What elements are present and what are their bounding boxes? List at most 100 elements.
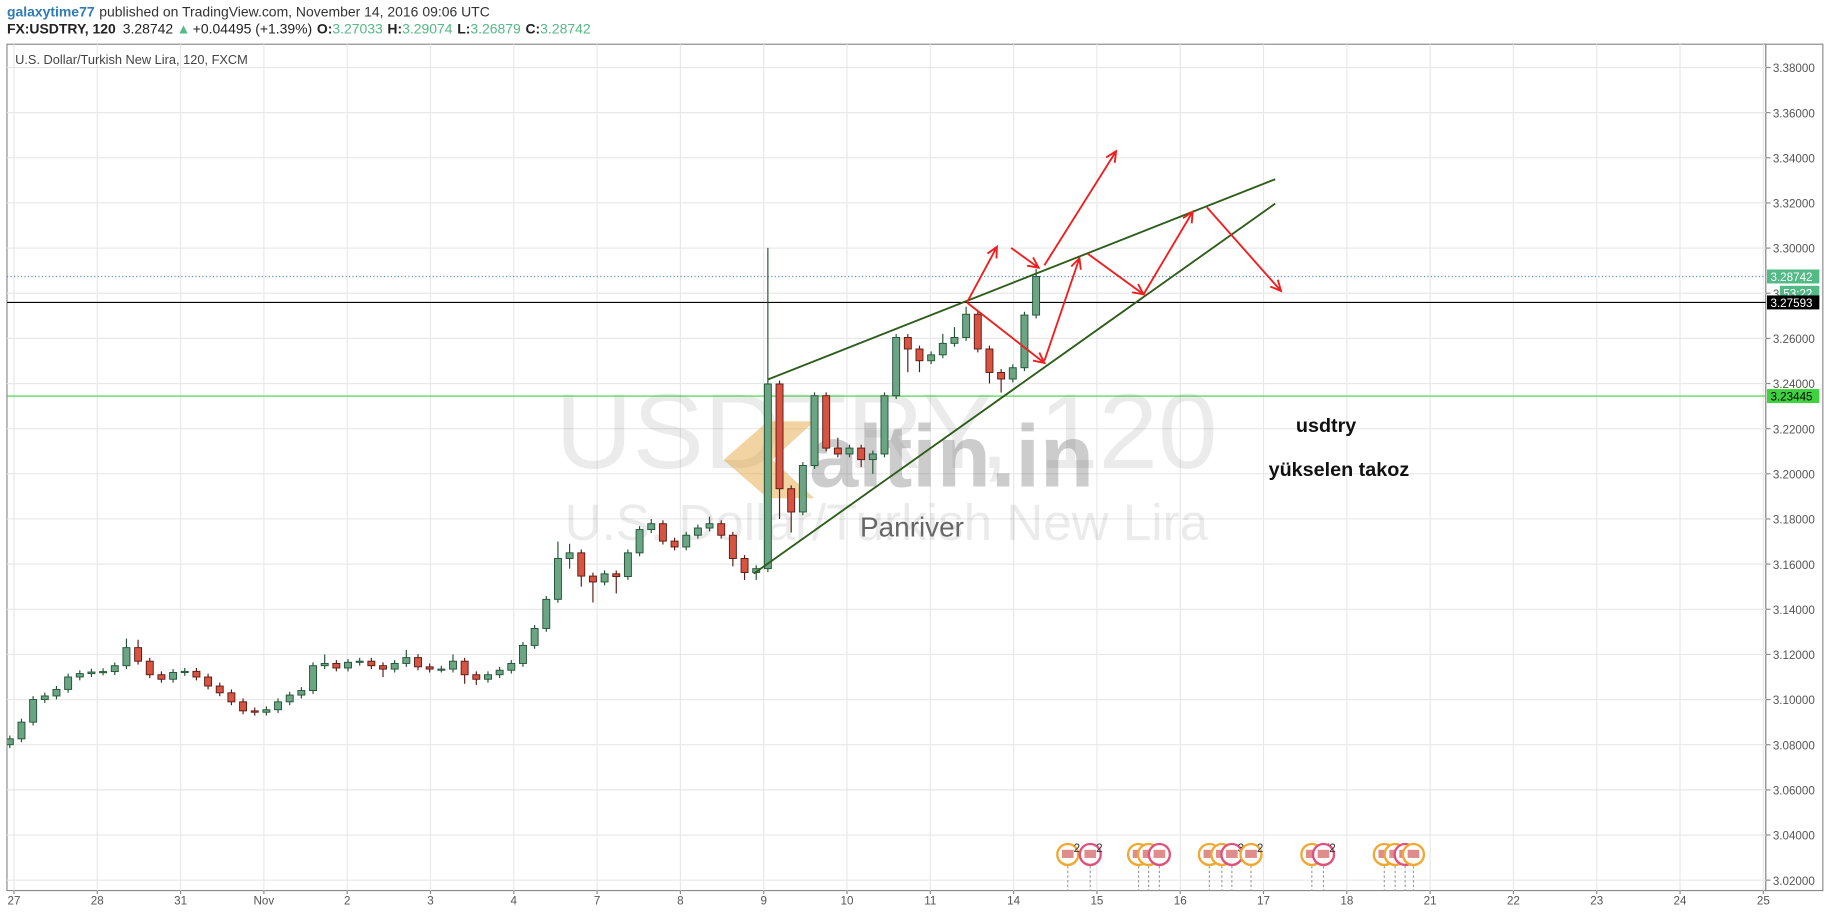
candle-body [344,661,352,669]
candle-body [705,523,714,529]
hline-tag-bg [1767,389,1820,404]
candle-body [17,721,26,740]
arrow [966,301,1047,365]
x-tick-label: 21 [1424,895,1437,908]
candle-body [1020,314,1029,369]
candle-body [320,662,329,667]
candle-body [6,738,14,746]
candle-body [507,662,516,671]
high: 3.29074 [402,21,453,37]
y-tick-label: 3.38000 [1773,62,1816,75]
x-tick-label: 16 [1174,895,1187,908]
candle-body [763,383,772,570]
candle-body [822,395,831,449]
candle-body [87,671,96,675]
event-label: 3 [1238,842,1244,855]
x-tick-label: 22 [1507,895,1520,908]
logo-caption: Panriver [860,512,964,543]
x-tick-label: 2 [344,895,350,908]
x-tick-label: 23 [1590,895,1603,908]
y-tick-label: 3.18000 [1773,514,1816,527]
event-flag [1061,849,1074,858]
candle-body [122,647,131,667]
event-flag [1153,849,1166,858]
x-tick-label: 11 [924,895,936,908]
event-label: 2 [1329,842,1335,855]
author[interactable]: galaxytime77 [7,3,95,19]
y-tick-label: 3.24000 [1773,378,1816,391]
candle-body [728,534,737,559]
candle-body [297,690,306,696]
candle-body [553,558,562,600]
candle-body [798,465,807,513]
candle-body [449,660,457,670]
candle-body [250,710,259,713]
candle-body [309,665,317,692]
candle-body [64,676,73,690]
candle-body [367,660,376,667]
x-tick-label: 18 [1340,895,1353,908]
candle-body [495,669,504,676]
candle-body [519,644,527,664]
candle-body [29,699,38,723]
candle-body [484,674,492,680]
x-tick-label: Nov [254,895,275,908]
candle-body [425,666,434,670]
candle-body [1008,367,1017,380]
hline-tag: 3.27593 [1770,297,1812,310]
candle-body [274,701,283,711]
open: 3.27033 [332,21,383,37]
y-tick-label: 3.36000 [1773,107,1816,120]
arrow [1142,209,1194,295]
annotation: yükselen takoz [1269,459,1410,481]
candle-body [180,670,189,673]
symbol: FX:USDTRY, 120 [7,21,116,37]
candle-body [542,598,551,629]
candle-body [577,552,586,577]
candle-body [414,657,422,668]
ohlc-label: O: [317,21,332,37]
y-tick-label: 3.02000 [1773,875,1816,888]
direction: ▲ [177,21,191,37]
candle-body [845,447,854,455]
y-tick-label: 3.32000 [1773,198,1816,211]
candle-body [145,660,154,676]
candle-body [262,709,271,713]
y-tick-label: 3.04000 [1773,830,1816,843]
candle-body [600,573,609,583]
y-tick-label: 3.30000 [1773,243,1816,256]
candle-body [204,676,213,687]
symbol-line: FX:USDTRY, 120 3.28742 ▲ +0.04495 (+1.39%) O… [7,21,591,37]
candle-body [938,342,947,356]
candle-body [285,694,294,703]
plot-frame [6,43,1767,892]
candle-body [833,447,842,455]
candle-body [110,665,119,673]
candle-body [355,660,364,663]
x-tick-label: 27 [8,895,21,908]
candle-body [658,523,667,542]
candle-body [962,313,971,338]
x-tick-label: 15 [1090,895,1103,908]
hline-tag: 3.23445 [1770,391,1812,404]
ohlc-label: C: [525,21,540,37]
event-label: 2 [1074,842,1080,855]
candle-body [635,529,644,554]
candle-body [530,627,539,646]
candle-body [903,337,912,350]
candle-body [390,662,399,670]
candle-body [892,337,901,397]
candle-body [192,670,201,678]
candle-body [985,348,994,373]
low: 3.26879 [470,21,521,37]
candle-body [997,372,1006,380]
last-price-tag: 3.28742 [1770,271,1812,284]
y-tick-label: 3.08000 [1773,739,1816,752]
candle-body [857,447,866,461]
candle-body [588,575,597,583]
candle-body [670,540,679,548]
event-label: 2 [1096,842,1102,855]
chart-title: U.S. Dollar/Turkish New Lira, 120, FXCM [15,52,248,67]
